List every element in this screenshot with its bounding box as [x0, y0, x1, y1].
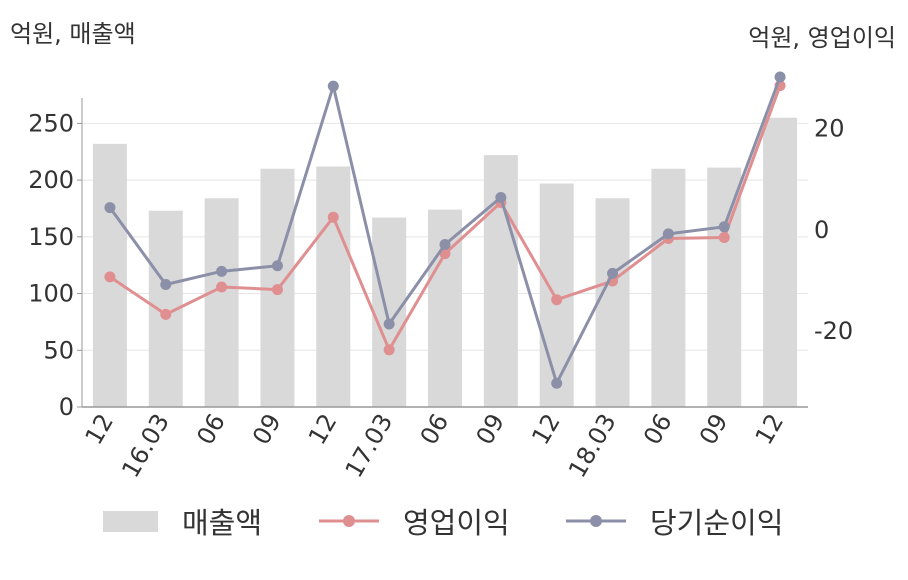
bar [204, 198, 239, 407]
x-tick-label: 09 [471, 409, 511, 449]
x-tick-label: 12 [80, 409, 120, 449]
bar [372, 217, 407, 407]
series-point [607, 267, 619, 279]
x-tick-label: 12 [750, 409, 790, 449]
right-tick-label: 0 [814, 216, 829, 244]
bar [651, 168, 686, 407]
right-tick-label: 20 [814, 115, 845, 143]
series-point [160, 279, 172, 291]
legend-label-op: 영업이익 [403, 506, 510, 540]
legend-item-sales: 매출액 [103, 500, 262, 542]
left-tick-label: 250 [28, 109, 74, 137]
left-tick-label: 0 [59, 393, 74, 421]
right-tick-label: -20 [814, 317, 853, 345]
x-tick-label: 12 [303, 409, 343, 449]
series-point [774, 71, 786, 83]
legend-item-net: 당기순이익 [566, 500, 783, 542]
series-point [495, 191, 507, 203]
series-point [551, 377, 563, 389]
legend-swatch-net [566, 515, 626, 527]
x-tick-label: 18.03 [563, 409, 622, 483]
series-point [327, 211, 339, 223]
bar [316, 166, 351, 407]
series-point [718, 221, 730, 233]
legend-label-net: 당기순이익 [650, 506, 784, 540]
left-tick-label: 200 [28, 166, 74, 194]
x-tick-label: 12 [526, 409, 566, 449]
bars [92, 117, 798, 408]
left-axis-unit: 억원, 매출액 [10, 20, 136, 48]
left-tick-label: 150 [28, 223, 74, 251]
legend-swatch-op [319, 515, 379, 527]
series-point [551, 294, 563, 306]
axes [77, 98, 808, 408]
right-axis-unit: 억원, 영업이익 [748, 24, 896, 52]
lines [104, 71, 786, 389]
series-point [104, 271, 116, 283]
left-tick-label: 100 [28, 280, 74, 308]
legend-swatch-sales [103, 510, 158, 532]
x-tick-label: 06 [638, 409, 678, 449]
x-tick-label: 09 [694, 409, 734, 449]
x-tick-label: 06 [191, 409, 231, 449]
series-point [160, 308, 172, 320]
series-point [216, 281, 228, 293]
series-point [327, 80, 339, 92]
series-point [104, 202, 116, 214]
series-point [718, 231, 730, 243]
series-point [383, 344, 395, 356]
series-point [439, 239, 451, 251]
legend-item-op: 영업이익 [319, 500, 510, 542]
x-tick-label: 16.03 [116, 409, 175, 483]
series-point [216, 265, 228, 277]
series-point [383, 318, 395, 330]
x-tick-label: 09 [247, 409, 287, 449]
bar [595, 198, 630, 407]
series-point [271, 260, 283, 272]
series-point [271, 284, 283, 296]
legend-label-sales: 매출액 [182, 506, 263, 540]
bar [763, 117, 798, 407]
x-tick-label: 06 [415, 409, 455, 449]
x-tick-label: 17.03 [340, 409, 399, 483]
series-point [662, 228, 674, 240]
left-tick-label: 50 [43, 336, 74, 364]
